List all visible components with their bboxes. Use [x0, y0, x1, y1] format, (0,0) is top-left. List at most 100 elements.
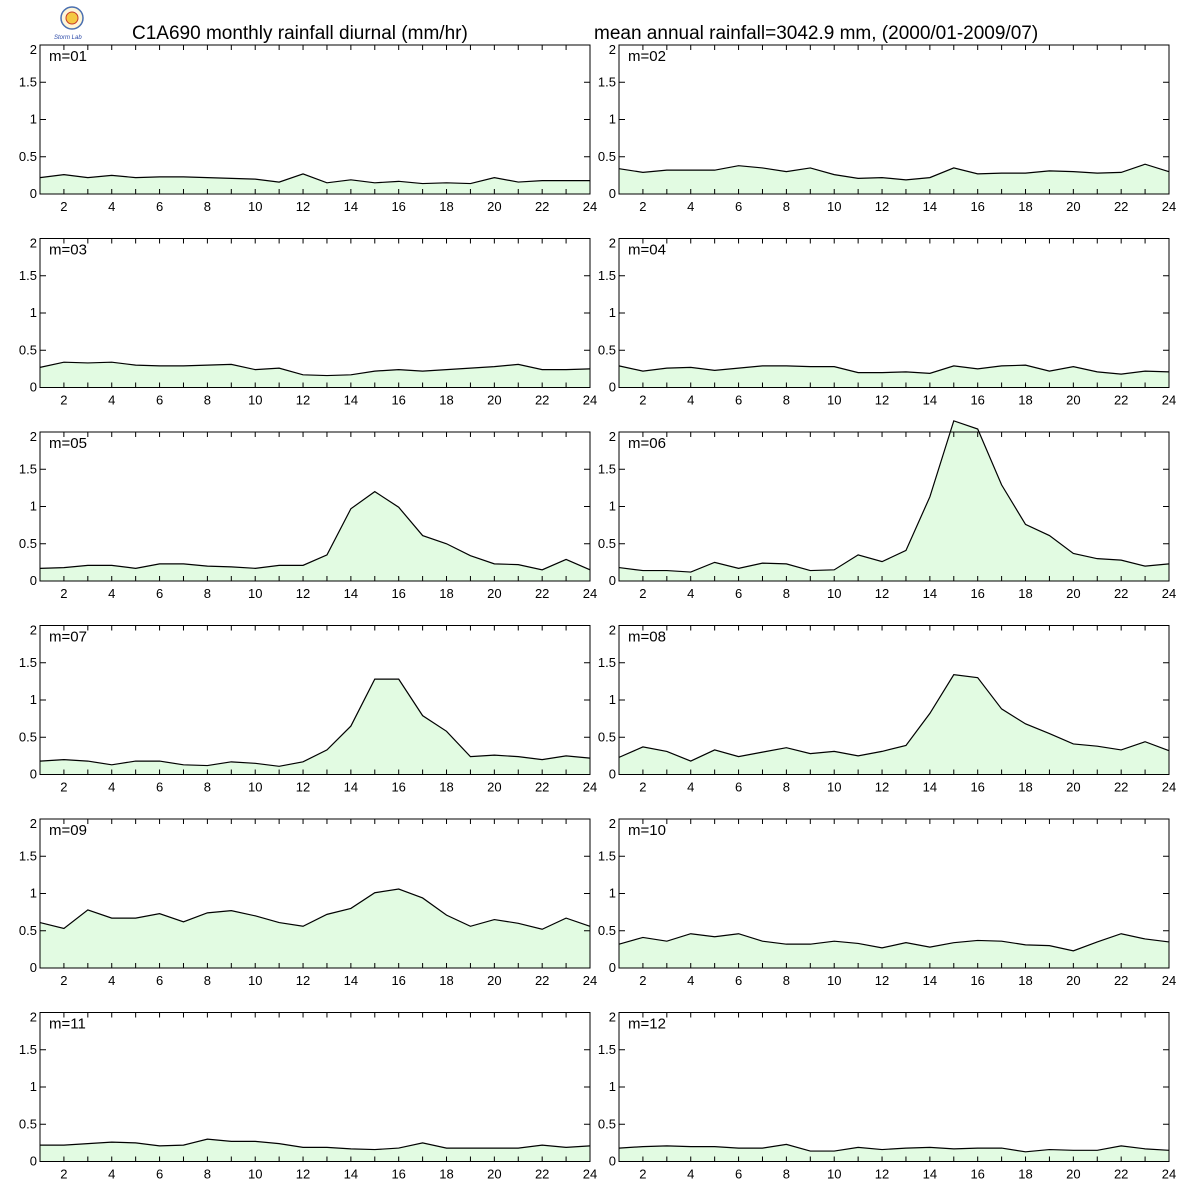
panel-10-area: [619, 933, 1169, 968]
x-tick-label: 22: [535, 1167, 549, 1182]
panel-06-series-line: [618, 420, 1170, 573]
x-tick-label: 20: [487, 199, 501, 214]
panel-08-series-line: [618, 674, 1170, 762]
x-tick-label: 24: [1162, 199, 1176, 214]
panel-10-series-line: [618, 933, 1170, 952]
y-tick-label: 0.5: [598, 1116, 616, 1131]
y-tick-label: 1.5: [598, 268, 616, 283]
x-tick-label: 6: [156, 780, 163, 795]
y-tick-label: 0.5: [19, 149, 37, 164]
x-tick-label: 10: [248, 780, 262, 795]
x-tick-label: 12: [875, 393, 889, 408]
y-tick-label: 1: [609, 499, 616, 514]
x-tick-label: 16: [970, 973, 984, 988]
x-tick-label: 4: [108, 1167, 115, 1182]
x-tick-label: 10: [827, 586, 841, 601]
panel-12-series-line: [618, 1143, 1170, 1153]
x-tick-label: 22: [1114, 1167, 1128, 1182]
y-tick-label: 0: [609, 1154, 616, 1169]
y-tick-label: 0: [30, 380, 37, 395]
x-tick-label: 16: [970, 199, 984, 214]
y-tick-label: 1: [609, 692, 616, 707]
x-tick-label: 20: [487, 780, 501, 795]
x-tick-label: 12: [296, 973, 310, 988]
x-tick-label: 22: [535, 780, 549, 795]
x-tick-label: 12: [875, 1167, 889, 1182]
y-tick-label: 2: [30, 816, 37, 831]
x-tick-label: 2: [60, 393, 67, 408]
x-tick-label: 12: [296, 199, 310, 214]
panel-07-area: [40, 679, 590, 775]
x-tick-label: 10: [248, 586, 262, 601]
x-tick-label: 8: [783, 1167, 790, 1182]
x-tick-label: 12: [296, 393, 310, 408]
x-tick-label: 20: [1066, 199, 1080, 214]
x-tick-label: 10: [827, 393, 841, 408]
panel-07-series-line: [39, 678, 591, 767]
x-tick-label: 2: [60, 199, 67, 214]
panel-06-area: [619, 420, 1169, 581]
x-tick-label: 24: [1162, 1167, 1176, 1182]
y-tick-label: 1.5: [19, 268, 37, 283]
panel-02-series-line: [618, 163, 1170, 181]
y-tick-label: 1: [609, 886, 616, 901]
x-tick-label: 4: [687, 199, 694, 214]
x-tick-label: 12: [875, 199, 889, 214]
x-tick-label: 4: [687, 973, 694, 988]
x-tick-label: 2: [60, 973, 67, 988]
x-tick-label: 20: [487, 586, 501, 601]
y-tick-label: 2: [609, 429, 616, 444]
x-tick-label: 14: [344, 393, 358, 408]
y-tick-label: 2: [30, 623, 37, 638]
y-tick-label: 2: [609, 42, 616, 57]
x-tick-label: 24: [583, 780, 597, 795]
x-tick-label: 22: [1114, 780, 1128, 795]
x-tick-label: 10: [248, 393, 262, 408]
y-tick-label: 0.5: [19, 342, 37, 357]
y-tick-label: 1.5: [19, 74, 37, 89]
x-tick-label: 2: [60, 586, 67, 601]
y-tick-label: 0: [30, 573, 37, 588]
y-tick-label: 2: [609, 816, 616, 831]
y-tick-label: 2: [30, 429, 37, 444]
x-tick-label: 18: [439, 973, 453, 988]
y-tick-label: 1.5: [19, 461, 37, 476]
logo-text: Storm Lab: [54, 35, 82, 41]
x-tick-label: 8: [783, 393, 790, 408]
chart-subtitle: mean annual rainfall=3042.9 mm, (2000/01…: [594, 23, 1038, 44]
x-tick-label: 14: [344, 199, 358, 214]
x-tick-label: 14: [923, 199, 937, 214]
x-tick-label: 24: [583, 1167, 597, 1182]
x-tick-label: 16: [391, 393, 405, 408]
panel-11-area: [40, 1139, 590, 1162]
x-tick-label: 24: [1162, 973, 1176, 988]
x-tick-label: 22: [535, 973, 549, 988]
y-tick-label: 0.5: [19, 923, 37, 938]
x-tick-label: 12: [296, 780, 310, 795]
x-tick-label: 14: [923, 393, 937, 408]
panel-label: m=08: [628, 629, 666, 646]
x-tick-label: 18: [1018, 586, 1032, 601]
panel-label: m=03: [49, 242, 87, 259]
x-tick-label: 22: [535, 199, 549, 214]
x-tick-label: 4: [108, 199, 115, 214]
chart-title: C1A690 monthly rainfall diurnal (mm/hr): [132, 23, 468, 44]
y-tick-label: 1.5: [19, 848, 37, 863]
logo-seal-inner-icon: [65, 11, 79, 25]
x-tick-label: 18: [439, 199, 453, 214]
x-tick-label: 10: [827, 780, 841, 795]
x-tick-label: 14: [923, 1167, 937, 1182]
x-tick-label: 10: [248, 1167, 262, 1182]
x-tick-label: 12: [875, 973, 889, 988]
y-tick-label: 2: [609, 236, 616, 251]
y-tick-label: 1: [30, 499, 37, 514]
y-tick-label: 0.5: [19, 536, 37, 551]
